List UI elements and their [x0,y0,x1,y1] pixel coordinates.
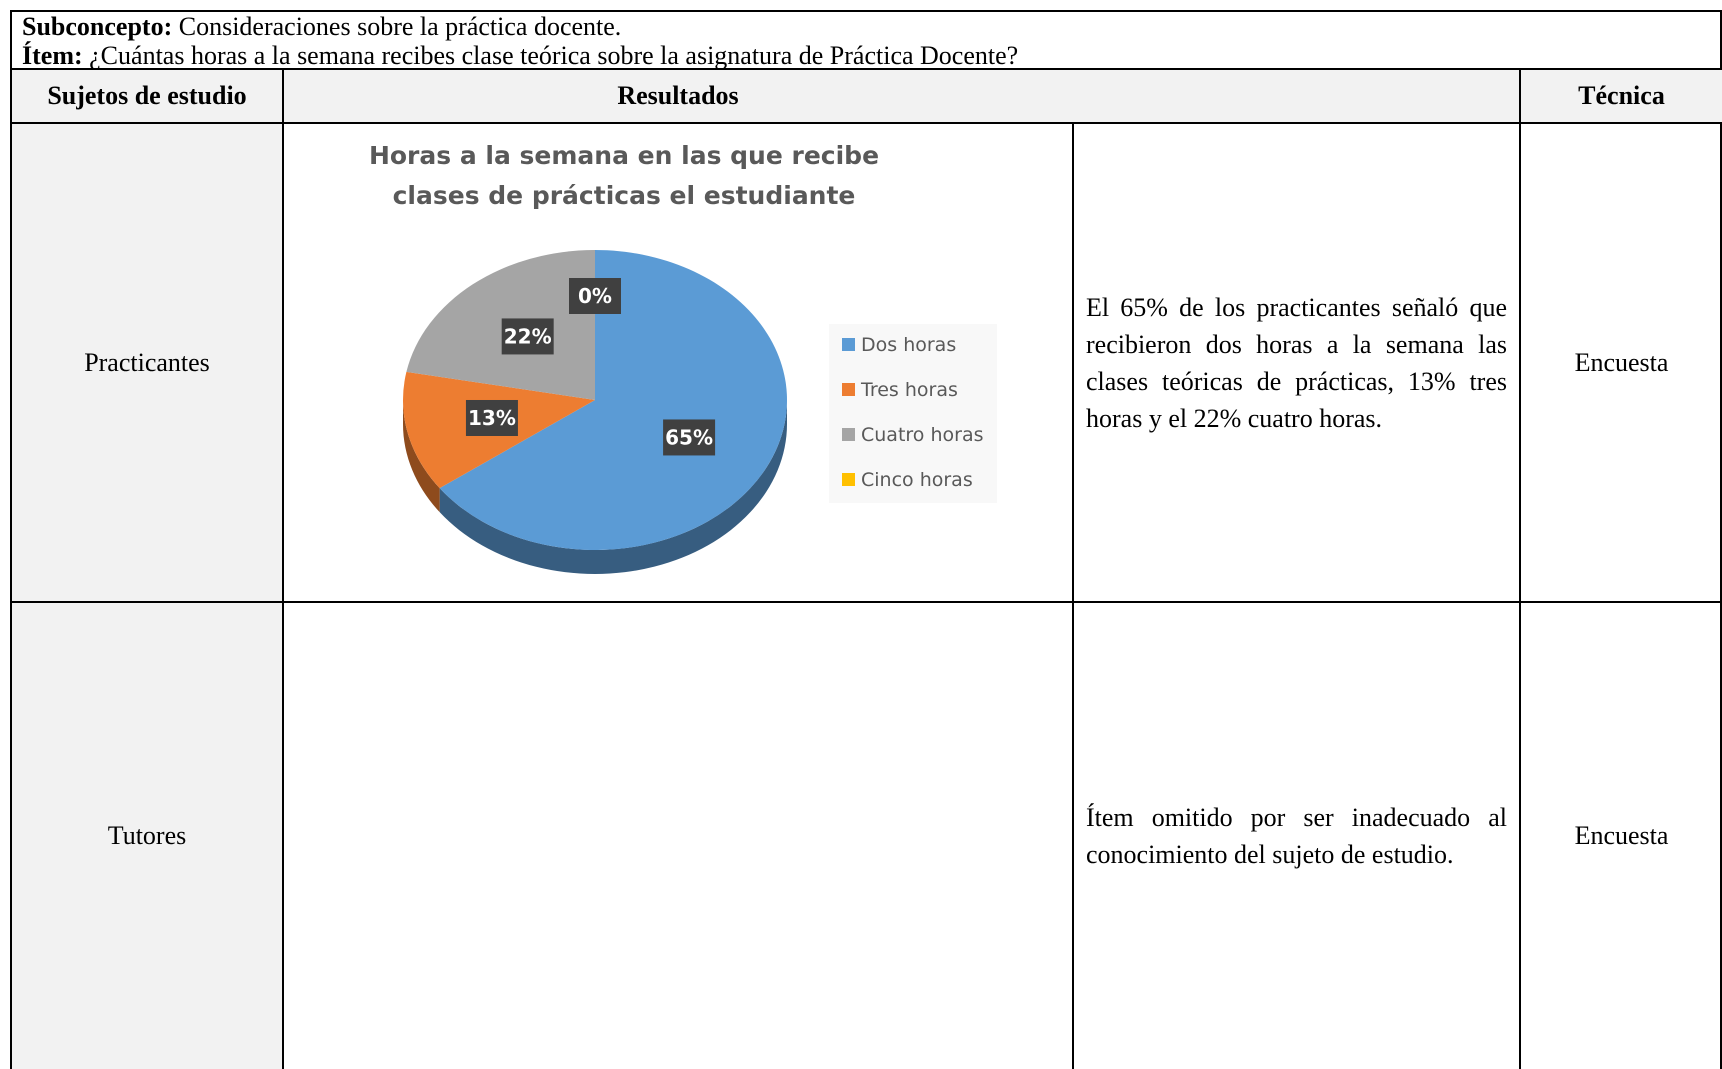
subject: Tutores [10,601,282,1069]
result: Ítem omitido por ser inadecuado al conoc… [1072,601,1519,1069]
column-header: Técnica [1519,68,1722,122]
label: Subconcepto: [22,12,173,41]
text: ¿Cuántas horas a la semana recibes clase… [89,41,1019,70]
chart-cell [282,122,1072,601]
result: El 65% de los practicantes señaló que re… [1072,122,1519,601]
header-fill [1072,68,1519,122]
column-header: Sujetos de estudio [10,68,282,122]
technique: Encuesta [1519,601,1722,1069]
empty-cell [282,601,1072,1069]
technique: Encuesta [1519,122,1722,601]
subject: Practicantes [10,122,282,601]
label: Ítem: [22,41,83,70]
item: Ítem: ¿Cuántas horas a la semana recibes… [22,41,1018,71]
text: Consideraciones sobre la práctica docent… [178,12,622,41]
subconcepto: Subconcepto: Consideraciones sobre la pr… [22,12,621,42]
column-header: Resultados [282,68,1072,122]
